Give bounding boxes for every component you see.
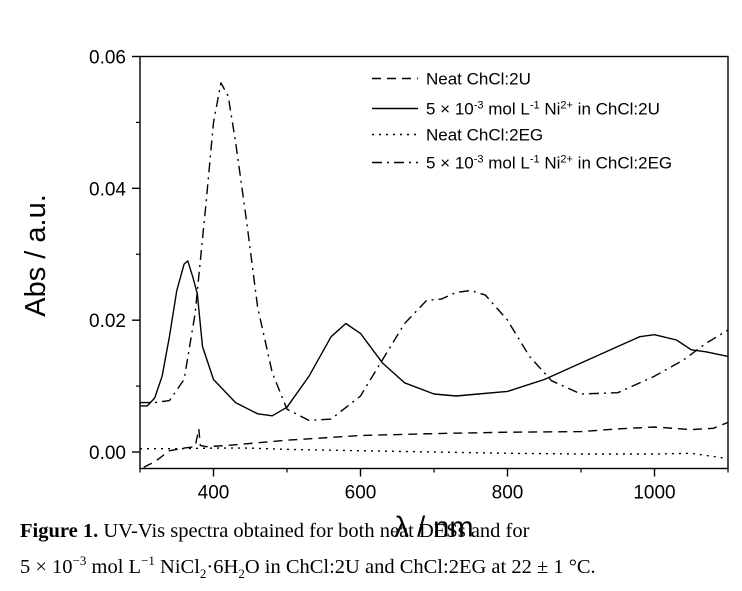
caption-sup: −1 [141, 553, 155, 568]
legend-entry: 5 × 10-3 mol L-1 Ni2+ in ChCl:2U [426, 100, 660, 119]
figure-caption: Figure 1. UV-Vis spectra obtained for bo… [20, 516, 732, 589]
x-axis-title: λ / nm [395, 512, 474, 544]
legend-text-part: Ni [540, 154, 561, 173]
legend-text-part: in ChCl:2EG [573, 154, 672, 173]
caption-part: O in ChCl:2U and ChCl:2EG at 22 ± 1 °C. [244, 555, 596, 578]
legend-text-part: -1 [530, 100, 540, 112]
legend-entry: 5 × 10-3 mol L-1 Ni2+ in ChCl:2EG [426, 154, 672, 173]
series-line-3 [140, 447, 729, 460]
y-tick-label: 0.06 [89, 48, 126, 69]
legend-text-part: 2+ [560, 100, 573, 112]
legend-text-part: Neat ChCl:2U [426, 70, 531, 89]
caption-sub: 2 [199, 565, 207, 581]
caption-line-1: Figure 1. UV-Vis spectra obtained for bo… [20, 516, 732, 546]
legend-text-part: 2+ [560, 154, 573, 166]
x-tick-label: 600 [345, 483, 377, 504]
legend-text-part: 5 × 10 [426, 154, 474, 173]
y-tick-label: 0.02 [89, 311, 126, 332]
legend-text-part: mol L [484, 154, 530, 173]
x-tick-label: 800 [492, 483, 524, 504]
series-line-1 [143, 421, 729, 468]
legend-text-part: -3 [474, 100, 484, 112]
y-tick-label: 0.00 [89, 443, 126, 464]
caption-line-2: 5 × 10−3 mol L−1 NiCl2·6H2O in ChCl:2U a… [20, 546, 732, 589]
legend-text-part: Ni [540, 100, 561, 119]
x-tick-label: 1000 [633, 483, 675, 504]
legend-text-part: -1 [530, 154, 540, 166]
caption-sup: −3 [72, 553, 87, 568]
legend-entry: Neat ChCl:2EG [426, 126, 543, 145]
series-layer [140, 82, 729, 468]
legend-text-part: in ChCl:2U [573, 100, 660, 119]
caption-sub: 2 [238, 565, 245, 581]
series-line-4 [140, 82, 729, 422]
legend-text-part: -3 [474, 154, 484, 166]
series-line-2 [140, 260, 729, 417]
legend-text-part: 5 × 10 [426, 100, 474, 119]
legend-text-part: Neat ChCl:2EG [426, 126, 543, 145]
caption-part: 5 × 10 [20, 555, 73, 578]
legend-entry: Neat ChCl:2U [426, 70, 531, 89]
caption-part: mol L [86, 555, 142, 578]
ticks-layer: 400 600 800 1000 0.00 0.02 0.04 0.06 [89, 48, 729, 504]
x-tick-label: 400 [198, 483, 230, 504]
caption-part: NiCl [154, 555, 200, 578]
legend-text-part: mol L [484, 100, 530, 119]
legend: Neat ChCl:2U5 × 10-3 mol L-1 Ni2+ in ChC… [372, 70, 672, 173]
caption-part: ·6H [206, 555, 239, 578]
y-tick-label: 0.04 [89, 179, 126, 200]
caption-text-1: UV-Vis spectra obtained for both neat DE… [98, 520, 530, 542]
caption-label: Figure 1. [20, 520, 99, 542]
y-axis-title: Abs / a.u. [20, 194, 52, 317]
